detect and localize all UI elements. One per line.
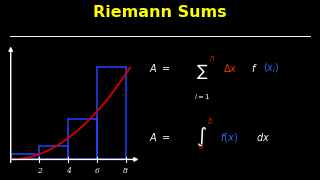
Text: $(x_i)$: $(x_i)$ xyxy=(263,62,280,75)
Text: 4: 4 xyxy=(66,167,71,175)
Text: 2: 2 xyxy=(37,167,42,175)
Bar xyxy=(11,154,39,159)
Text: $a$: $a$ xyxy=(198,142,204,151)
Text: $A\ =$: $A\ =$ xyxy=(149,62,170,74)
Text: 6: 6 xyxy=(94,167,99,175)
Bar xyxy=(39,146,68,159)
Text: Riemann Sums: Riemann Sums xyxy=(93,5,227,20)
Text: $f$: $f$ xyxy=(251,62,258,74)
Text: $b$: $b$ xyxy=(207,115,213,126)
Text: $dx$: $dx$ xyxy=(256,131,270,143)
Text: $\int$: $\int$ xyxy=(196,126,207,148)
Text: $\sum$: $\sum$ xyxy=(196,62,208,81)
Text: $n$: $n$ xyxy=(209,54,215,63)
Text: $i=1$: $i=1$ xyxy=(194,92,210,101)
Bar xyxy=(97,67,126,159)
Text: 8: 8 xyxy=(123,167,128,175)
Bar xyxy=(68,119,97,159)
Text: $f(x)$: $f(x)$ xyxy=(220,131,238,144)
Text: $A\ =$: $A\ =$ xyxy=(149,131,170,143)
Text: $\Delta x$: $\Delta x$ xyxy=(223,62,238,74)
